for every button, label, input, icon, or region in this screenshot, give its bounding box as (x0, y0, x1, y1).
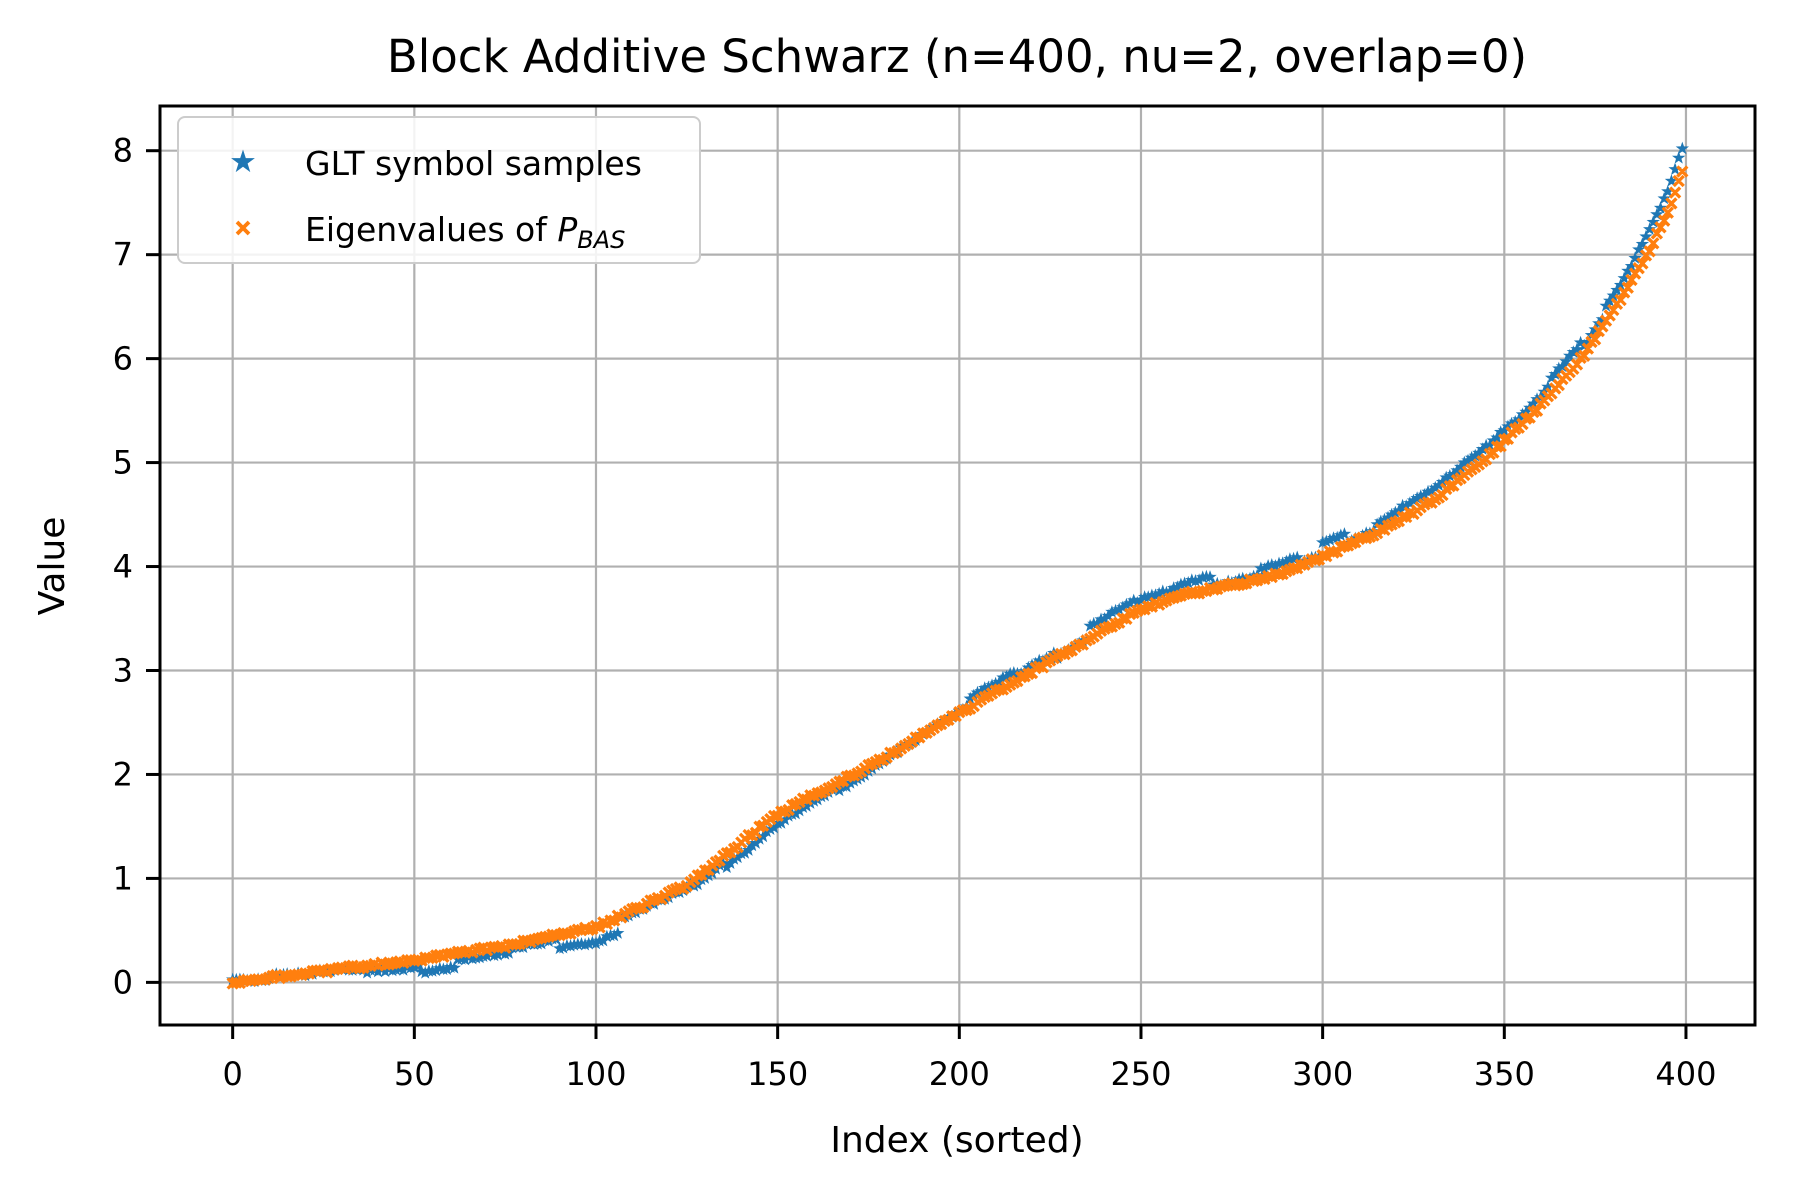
grid-layer (160, 106, 1755, 1025)
x-tick-label: 50 (394, 1055, 435, 1093)
glt-symbol-samples-markers (226, 141, 1689, 988)
legend-marker-star-icon (231, 149, 255, 173)
legend-marker-x-icon (235, 220, 251, 236)
x-tick-label: 250 (1110, 1055, 1171, 1093)
x-tick-label: 200 (929, 1055, 990, 1093)
x-tick-label: 300 (1292, 1055, 1353, 1093)
x-tick-label: 100 (565, 1055, 626, 1093)
x-tick-label: 0 (222, 1055, 242, 1093)
series-glt-symbol-samples (226, 141, 1689, 988)
y-tick-label: 2 (113, 755, 133, 793)
y-axis: 0 1 2 3 4 5 6 7 8 (113, 132, 160, 1001)
x-tick-label: 400 (1655, 1055, 1716, 1093)
y-tick-label: 1 (113, 859, 133, 897)
y-tick-label: 6 (113, 340, 133, 378)
eigenvalues-markers (226, 165, 1689, 990)
y-tick-label: 3 (113, 651, 133, 689)
x-axis-label: Index (sorted) (830, 1120, 1083, 1161)
chart-title: Block Additive Schwarz (n=400, nu=2, ove… (387, 30, 1527, 83)
legend-entry-label-eigenvalues: Eigenvalues of PBAS (305, 210, 625, 254)
x-axis: 0 50 100 150 200 250 300 350 400 (222, 1025, 1717, 1093)
x-tick-label: 350 (1474, 1055, 1535, 1093)
y-tick-label: 8 (113, 132, 133, 170)
y-tick-label: 5 (113, 444, 133, 482)
legend-items: GLT symbol samples Eigenvalues of PBAS (231, 144, 642, 254)
series-eigenvalues-pbas (226, 165, 1689, 990)
y-tick-label: 4 (113, 548, 133, 586)
legend-entry-label-glt: GLT symbol samples (305, 144, 642, 183)
y-axis-label: Value (32, 517, 73, 616)
y-tick-label: 7 (113, 236, 133, 274)
x-tick-label: 150 (747, 1055, 808, 1093)
y-tick-label: 0 (113, 963, 133, 1001)
legend-frame (177, 116, 701, 264)
legend: GLT symbol samples Eigenvalues of PBAS (177, 116, 701, 264)
